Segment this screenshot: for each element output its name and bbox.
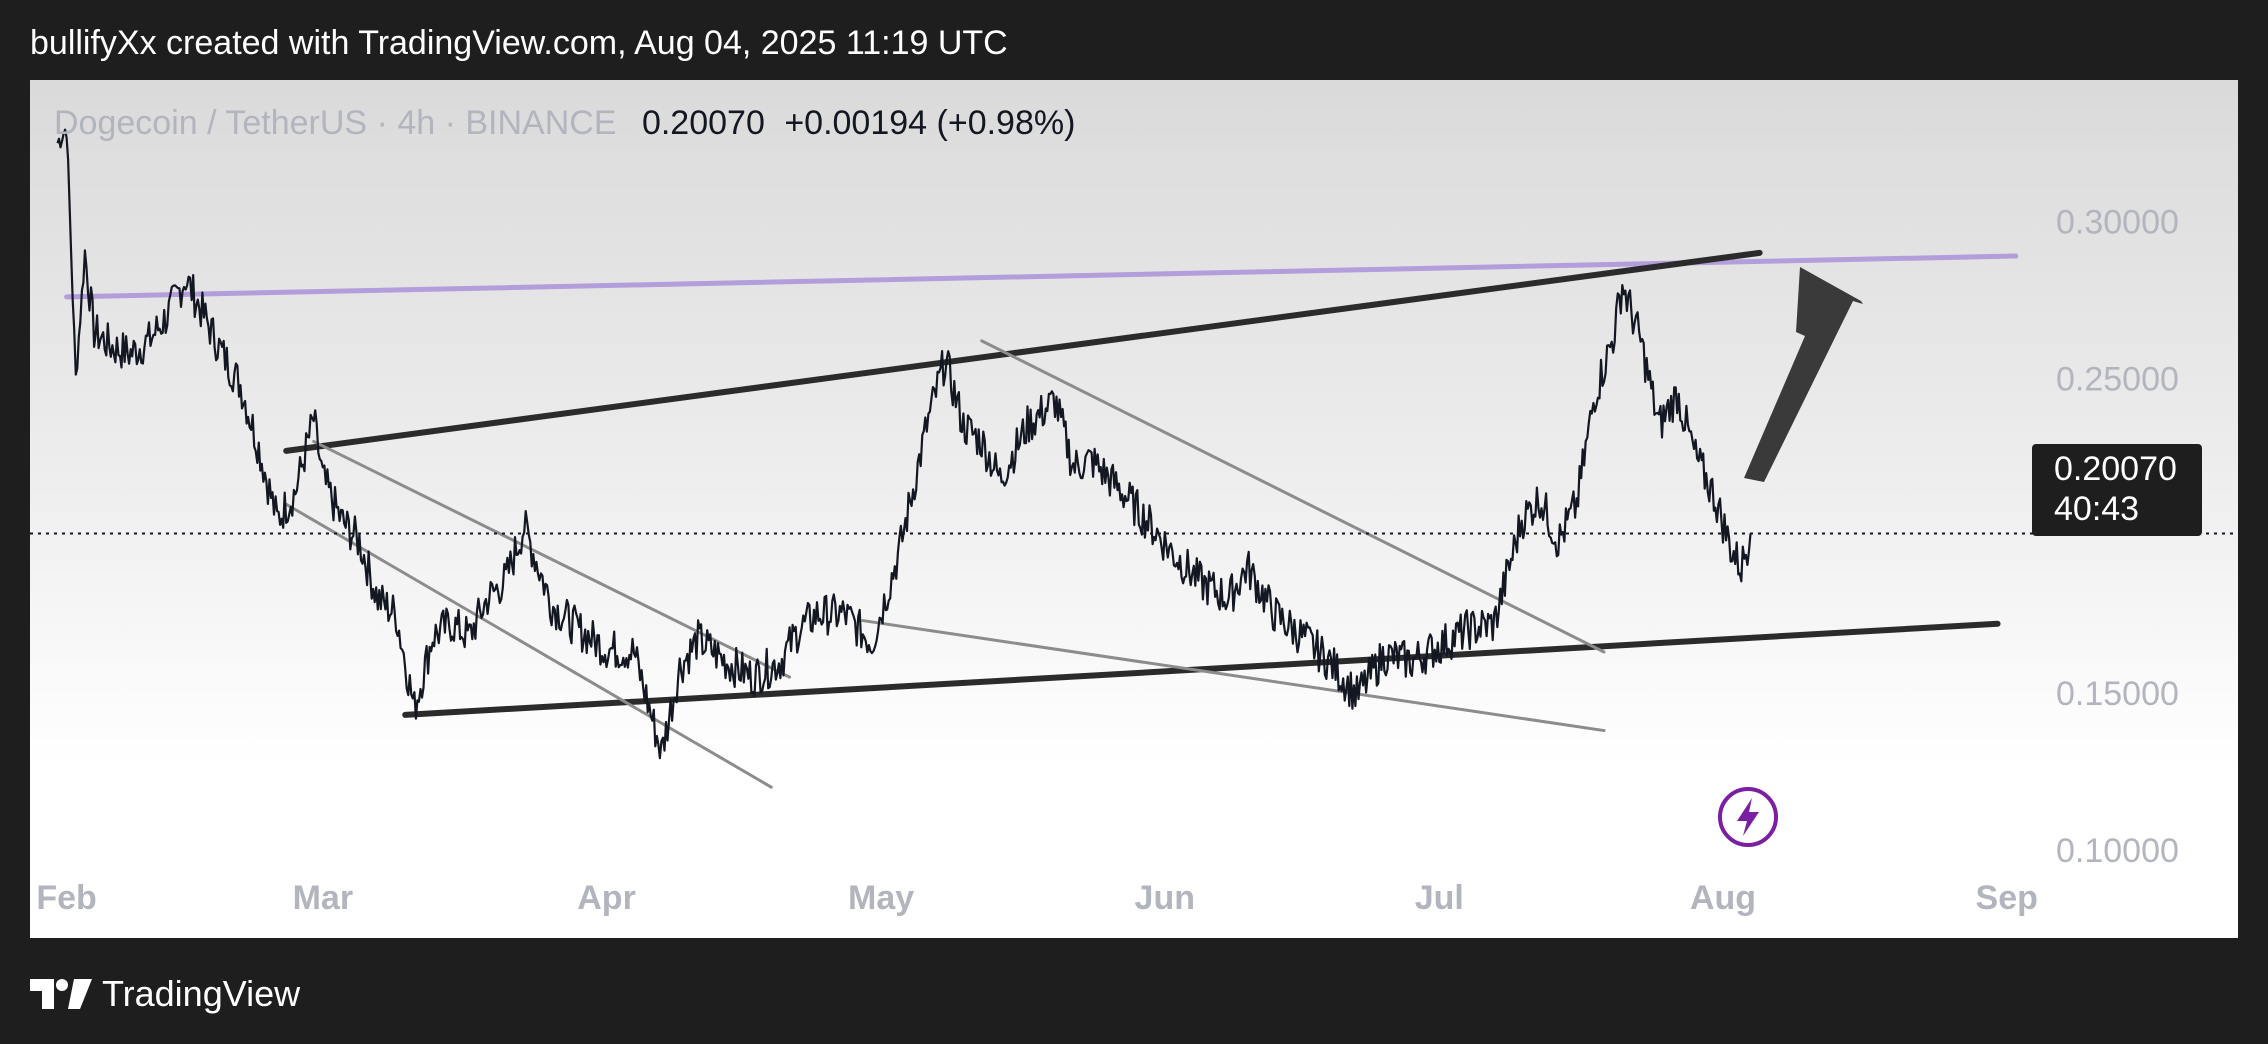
x-tick-label: Mar	[293, 879, 353, 917]
resistance-line-0[interactable]	[64, 253, 2019, 300]
y-tick-label: 0.15000	[2056, 675, 2179, 713]
x-axis: Feb Mar Apr May Jun Jul Aug Sep	[36, 879, 2037, 917]
x-tick-label: Sep	[1976, 879, 2038, 917]
x-tick-label: Feb	[36, 879, 96, 917]
x-tick-label: May	[848, 879, 914, 917]
bar-countdown: 40:43	[2054, 490, 2140, 528]
footer-brand: TradingView	[30, 972, 300, 1016]
series-legend: Dogecoin / TetherUS · 4h · BINANCE 0.200…	[54, 104, 1075, 143]
current-price-label: 0.20070 40:43	[2032, 444, 2202, 536]
falling-channel-4[interactable]	[284, 502, 773, 789]
symbol-title: Dogecoin / TetherUS · 4h · BINANCE	[54, 104, 617, 142]
footer-brand-text: TradingView	[102, 973, 301, 1014]
price-series-line	[56, 128, 1752, 760]
falling-channel-6[interactable]	[861, 619, 1606, 733]
last-price: 0.20070	[641, 104, 765, 142]
y-tick-label: 0.25000	[2056, 361, 2179, 399]
upper-trendline-1[interactable]	[283, 249, 1763, 454]
tradingview-logo-icon	[30, 979, 92, 1009]
chart-pane[interactable]: 0.30000 0.25000 0.15000 0.10000 Feb Mar Apr Ma…	[30, 80, 2238, 938]
y-tick-label: 0.30000	[2056, 203, 2179, 241]
current-price-value: 0.20070	[2054, 450, 2177, 488]
falling-channel-5[interactable]	[980, 339, 1606, 654]
y-tick-label: 0.10000	[2056, 832, 2179, 870]
y-axis: 0.30000 0.25000 0.15000 0.10000	[2056, 203, 2179, 870]
price-change: +0.00194 (+0.98%)	[784, 104, 1076, 142]
chart-attribution: bullifyXx created with TradingView.com, …	[30, 24, 1008, 62]
projection-arrow	[1744, 267, 1863, 482]
x-tick-label: Jun	[1135, 879, 1195, 917]
x-tick-label: Jul	[1415, 879, 1464, 917]
lightning-icon[interactable]	[1718, 787, 1778, 847]
x-tick-label: Aug	[1690, 879, 1756, 917]
x-tick-label: Apr	[577, 879, 636, 917]
falling-channel-3[interactable]	[312, 439, 792, 679]
price-chart[interactable]: 0.30000 0.25000 0.15000 0.10000 Feb Mar Apr Ma…	[30, 80, 2238, 938]
